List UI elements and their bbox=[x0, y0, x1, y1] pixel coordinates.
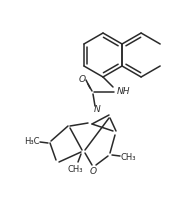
Text: H₃C: H₃C bbox=[24, 136, 40, 146]
Text: CH₃: CH₃ bbox=[120, 152, 136, 161]
Text: NH: NH bbox=[117, 88, 131, 97]
Text: CH₃: CH₃ bbox=[67, 165, 83, 175]
Text: N: N bbox=[94, 105, 100, 114]
Text: O: O bbox=[89, 168, 97, 176]
Text: O: O bbox=[78, 76, 86, 84]
